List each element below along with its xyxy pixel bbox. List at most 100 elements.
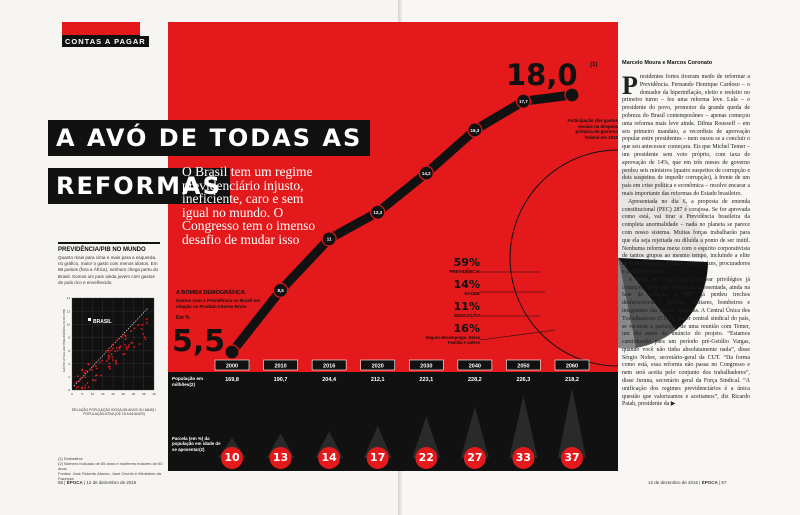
age-share-value: 33: [515, 451, 532, 464]
svg-text:5: 5: [81, 392, 83, 396]
svg-text:8: 8: [68, 336, 70, 340]
demography-title: A BOMBA DEMOGRÁFICA: [176, 290, 245, 296]
scatter-point: [105, 350, 107, 353]
scatter-point: [92, 365, 94, 368]
scatter-point: [127, 346, 130, 348]
year-label: 2050: [517, 364, 529, 370]
year-box: [408, 359, 444, 371]
age-share-circle: [512, 447, 535, 469]
scatter-point: [142, 333, 144, 335]
age-share-circle: [269, 447, 292, 469]
line-point: [418, 165, 434, 181]
line-point: [224, 344, 240, 360]
article-paragraph-2: Apresentada no dia 6, a proposta de emen…: [622, 198, 750, 275]
scatter-point: [84, 387, 86, 389]
scatter-point: [95, 374, 97, 377]
scatter-point: [77, 385, 80, 388]
year-box: [554, 359, 590, 371]
pie-connectors: [479, 271, 556, 341]
section-label: CONTAS A PAGAR: [62, 36, 149, 47]
year-box: [263, 359, 298, 371]
line-point: [564, 87, 580, 103]
scatter-point: [87, 386, 90, 388]
start-value: 5,5: [172, 324, 226, 359]
social-spending-semicircle: [509, 149, 708, 367]
line-point-label: 11: [327, 237, 332, 242]
year-label: 2020: [372, 364, 384, 370]
trend-line: [73, 307, 149, 387]
scatter-point: [107, 354, 110, 357]
svg-text:20: 20: [111, 392, 115, 396]
scatter-point: [128, 344, 130, 346]
spending-previdencia: 59% PREVIDÊNCIA: [449, 256, 480, 274]
scatter-point: [76, 375, 79, 378]
scatter-point: [91, 369, 93, 371]
scatter-plot: BRASIL 0 2 4 6 8 10 12 14 0 5 10 15 20 25 30 35 40 GAST…: [61, 296, 156, 396]
age-share-spikes: [218, 388, 586, 469]
footnotes: (1) Estimativa (2) Número indicado de 65…: [58, 456, 168, 481]
age-share-value: 22: [418, 451, 434, 464]
age-share-value: 17: [370, 451, 386, 464]
age-share-value: 10: [224, 451, 240, 464]
scatter-point: [99, 361, 101, 364]
line-point: [467, 122, 483, 138]
population-value: 204,4: [322, 377, 337, 383]
footnote-2: (2) Número indicado de 65 anos e mulhere…: [58, 461, 163, 471]
svg-text:10: 10: [91, 392, 95, 396]
age-share-circle: [415, 447, 438, 469]
scatter-point: [145, 318, 148, 321]
line-point: [272, 282, 289, 298]
scatter-point: [110, 353, 113, 356]
scatter-point: [125, 346, 128, 349]
scatter-point: [101, 359, 103, 362]
scatter-point: [115, 347, 118, 349]
line-point-label: 16,3: [470, 128, 479, 133]
age-share-circle: [463, 447, 486, 469]
svg-text:2: 2: [68, 375, 70, 379]
year-label: 2060: [566, 364, 578, 370]
scatter-point: [79, 377, 82, 380]
scatter-point: [141, 323, 144, 326]
end-value-note: (1): [590, 62, 598, 68]
scatter-x-label: RELAÇÃO POPULAÇÃO IDOSA (65 ANOS OU MAIS…: [71, 408, 157, 417]
year-label: 2000: [226, 364, 238, 370]
scatter-point: [84, 384, 87, 387]
scatter-point: [78, 380, 81, 382]
scatter-point: [112, 347, 114, 350]
line-point-label: 17,7: [519, 99, 528, 104]
population-value: 212,1: [370, 377, 385, 383]
age-share-value: 37: [564, 451, 580, 464]
age-share-circle: [561, 447, 583, 469]
scatter-point: [124, 344, 126, 346]
scatter-point: [145, 321, 148, 324]
scatter-point: [85, 370, 87, 372]
headline-line1: A AVÓ DE TODAS AS: [48, 120, 371, 156]
line-point: [370, 204, 386, 220]
folio-left: 56 | ÉPOCA | 12 de dezembro de 2016: [58, 480, 137, 485]
scatter-point: [121, 336, 124, 339]
svg-text:0: 0: [68, 388, 70, 392]
population-value: 190,7: [273, 377, 288, 383]
scatter-point: [83, 371, 86, 374]
age-share-value: 13: [272, 451, 289, 464]
year-box: [360, 359, 396, 371]
sidebar-title: PREVIDÊNCIA/PIB NO MUNDO: [58, 247, 146, 253]
scatter-point: [133, 327, 136, 330]
scatter-point: [94, 362, 97, 365]
scatter-point: [87, 362, 90, 365]
scatter-point: [144, 338, 147, 340]
scatter-point: [115, 361, 117, 364]
scatter-point: [81, 369, 83, 372]
scatter-point: [75, 387, 78, 389]
scatter-point: [114, 350, 116, 353]
population-value: 226,3: [516, 377, 531, 383]
brasil-marker: [88, 318, 91, 321]
scatter-point: [124, 338, 127, 340]
scatter-point: [138, 343, 141, 345]
year-box: [457, 359, 493, 371]
scatter-point: [130, 330, 132, 332]
headline-line2: REFORMAS: [48, 168, 230, 204]
scatter-point: [116, 350, 119, 352]
